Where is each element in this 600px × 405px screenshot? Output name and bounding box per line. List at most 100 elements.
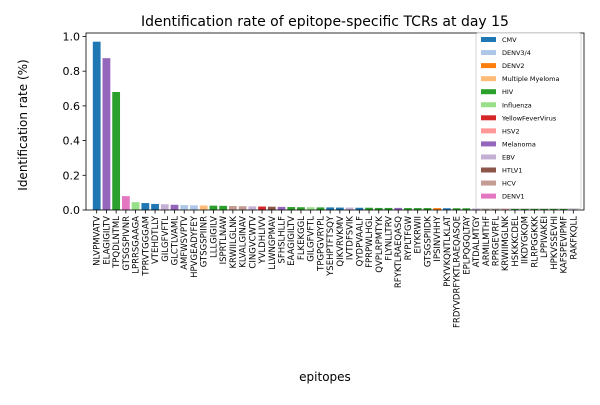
bar	[112, 92, 121, 210]
bar	[160, 204, 169, 210]
bar	[374, 207, 383, 210]
x-tick-label: YVLDHLIVV	[258, 216, 268, 265]
x-tick-label: FRDYVDRFYKTLRAEQASQE	[453, 216, 463, 328]
axes-layer: NLVPMVATV ELAGIGILTV TPQDLNTML GTSGSPIVNR LP…	[63, 30, 585, 328]
x-tick-label: GILGFVFTL	[307, 216, 317, 262]
legend-label: YellowFeverVirus	[501, 114, 557, 122]
x-tick-label: AMFWSVPTV	[180, 216, 190, 270]
bar	[326, 207, 335, 210]
legend-label: Melanoma	[502, 140, 536, 148]
x-tick-label: RFYKTLRAEQASQ	[394, 216, 404, 288]
bar	[297, 207, 305, 210]
legend-label: Influenza	[502, 101, 532, 109]
y-tick-label: 0.6	[63, 100, 81, 113]
y-tick-label: 1.0	[63, 30, 81, 43]
legend-swatch	[481, 115, 496, 121]
y-tick-label: 0.0	[63, 204, 81, 217]
x-tick-label: LPPIVAKEI	[540, 216, 550, 258]
x-tick-label: QIKVRVKMV	[336, 216, 346, 267]
plot-frame	[85, 32, 585, 211]
legend-swatch	[481, 128, 496, 134]
x-tick-label: KRWIIMGLNK	[501, 216, 511, 272]
x-tick-label: GTSGSPIIDK	[423, 216, 433, 268]
x-tick-label: KLVALGINAV	[239, 216, 249, 268]
bar	[365, 207, 373, 210]
bar	[491, 208, 500, 210]
x-tick-label: GILGFVFTL	[161, 216, 171, 262]
legend-swatch	[481, 167, 496, 173]
x-tick-label: RYPLTFGW	[404, 215, 414, 260]
bar	[335, 207, 344, 210]
legend-swatch	[481, 193, 496, 199]
bar	[131, 202, 140, 210]
legend-label: Multiple Myeloma	[502, 75, 559, 83]
x-tick-label: LLWNGPMAV	[268, 216, 278, 270]
x-tick-label: CINGVCWTV	[248, 216, 258, 269]
bar	[180, 205, 189, 210]
x-tick-label: EAAGIGILTV	[287, 216, 297, 266]
x-tick-label: HPVGEADYFEY	[190, 215, 200, 278]
bar	[559, 208, 568, 210]
bar	[355, 207, 364, 210]
x-tick-label: LLLGIGILV	[209, 216, 219, 258]
x-tick-label: QVPLRPMTYK	[375, 216, 385, 273]
bar	[170, 204, 179, 210]
x-tick-label: HPKVSSEVHI	[550, 216, 560, 270]
bar	[569, 209, 578, 210]
bar	[92, 41, 101, 211]
x-tick-label: ELAGIGILTV	[102, 216, 112, 265]
x-tick-label: TPGPGVRYPL	[316, 216, 326, 272]
bar	[238, 206, 247, 210]
bar	[442, 208, 451, 210]
bar	[394, 207, 403, 210]
x-tick-label: TPRVTGGGAM	[141, 216, 151, 277]
bar	[258, 206, 266, 210]
x-tick-label: RLRPGGKKK	[530, 216, 540, 268]
bar	[102, 58, 111, 210]
legend-swatch	[481, 63, 496, 69]
x-tick-label: VTEHDTLLY	[151, 215, 161, 264]
x-tick-label: GLCTLVAML	[171, 216, 181, 266]
bar	[501, 208, 510, 210]
x-tick-label: ARMILMTHF	[482, 216, 492, 266]
x-tick-label: RAKFKQLL	[569, 216, 579, 260]
bar	[316, 207, 325, 210]
bar	[452, 208, 461, 210]
bar	[511, 208, 519, 210]
x-tick-label: HSKKKCDEL	[511, 216, 521, 267]
bars-layer	[92, 41, 578, 211]
x-tick-label: TPQDLNTML	[112, 216, 122, 269]
legend-label: CMV	[502, 36, 517, 44]
x-tick-label: EIYKRWII	[414, 216, 424, 254]
legend-label: HSV2	[502, 127, 520, 135]
bar	[530, 208, 539, 210]
bar	[520, 208, 529, 210]
legend-swatch	[481, 89, 496, 95]
bar	[277, 206, 286, 210]
x-tick-label: EPLPQGQLTAY	[462, 215, 472, 275]
legend-label: EBV	[502, 153, 515, 161]
y-axis-label: Identification rate (%)	[16, 59, 30, 190]
x-tick-label: QYDPVAALF	[355, 216, 365, 266]
bar	[248, 206, 257, 210]
bar	[462, 208, 471, 210]
x-tick-label: FLYNLLTRV	[385, 216, 395, 261]
bar	[549, 208, 558, 210]
legend-swatch	[481, 76, 496, 82]
bar	[190, 205, 198, 210]
bar	[413, 208, 422, 210]
chart-title: Identification rate of epitope-specific …	[141, 14, 509, 30]
bar	[345, 207, 354, 210]
legend-swatch	[481, 50, 496, 56]
bar	[228, 206, 237, 210]
bar	[199, 205, 208, 210]
x-tick-label: ISPRTLNAW	[219, 215, 229, 264]
bar	[306, 207, 315, 210]
bar	[384, 207, 393, 210]
legend-label: HIV	[502, 88, 514, 96]
legend-swatch	[481, 141, 496, 147]
legend-swatch	[481, 37, 496, 42]
y-tick-label: 0.8	[63, 65, 81, 78]
bar	[219, 205, 228, 210]
